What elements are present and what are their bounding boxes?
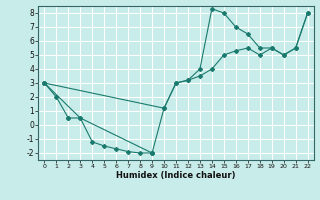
X-axis label: Humidex (Indice chaleur): Humidex (Indice chaleur) (116, 171, 236, 180)
